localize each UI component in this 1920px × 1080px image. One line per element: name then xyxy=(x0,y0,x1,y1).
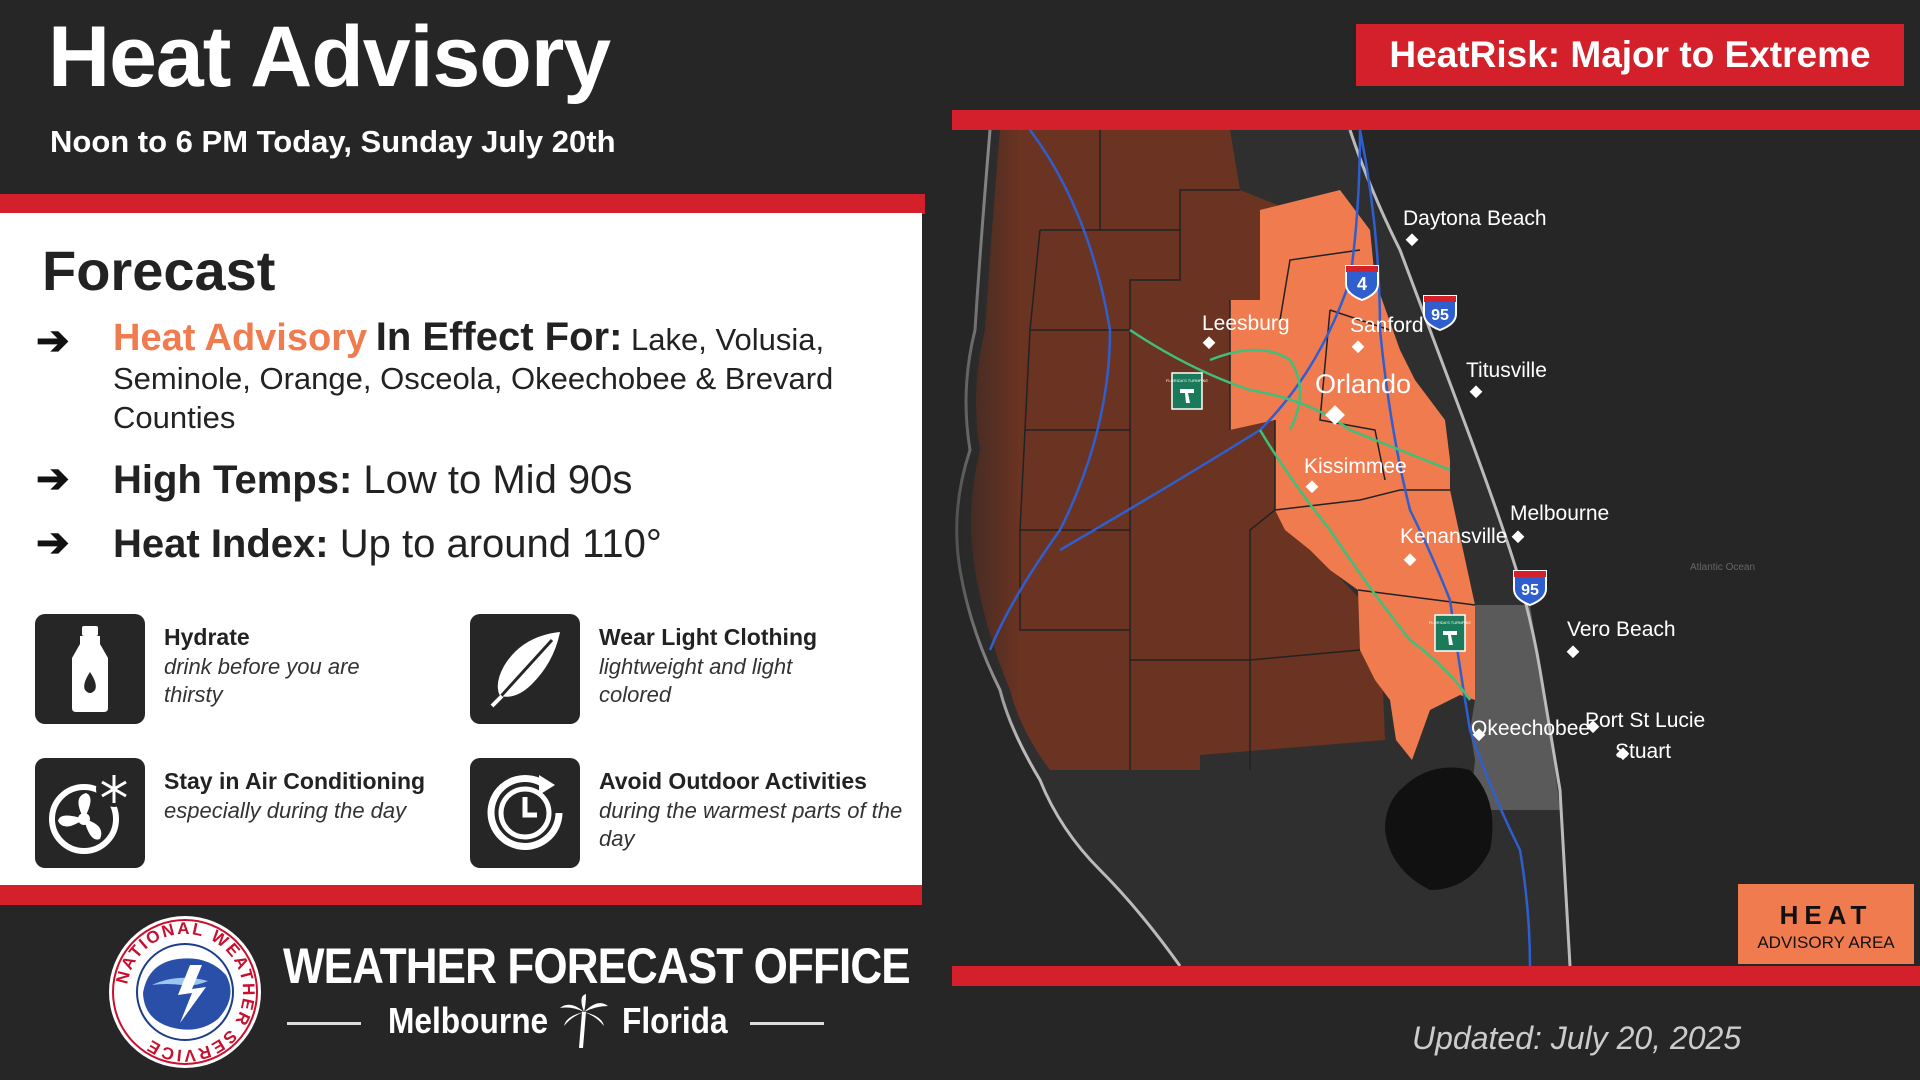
interstate-shield-i4: 4 xyxy=(1345,265,1379,302)
tip-title: Hydrate xyxy=(164,624,250,650)
advisory-label: In Effect For: xyxy=(375,315,623,359)
map-legend: HEAT ADVISORY AREA xyxy=(1738,884,1914,964)
neighbor-counties xyxy=(971,130,1385,770)
advisory-counties: Lake, Volusia, Seminole, Orange, Osceola… xyxy=(113,322,834,435)
tip-title: Wear Light Clothing xyxy=(599,624,818,650)
city-label-melbourne: Melbourne xyxy=(1510,502,1609,525)
interstate-shield-i95: 95 xyxy=(1513,570,1547,607)
red-divider-bottom xyxy=(0,885,922,905)
city-label-orlando: Orlando xyxy=(1315,369,1411,399)
city-label-daytona-beach: Daytona Beach xyxy=(1403,207,1547,230)
tip-desc: lightweight and light colored xyxy=(599,654,793,707)
forecast-heading: Forecast xyxy=(42,239,276,302)
temps-label: High Temps: xyxy=(113,458,353,502)
turnpike-shield: FLORIDA'S TURNPIKE xyxy=(1166,372,1208,410)
city-label-kissimmee: Kissimmee xyxy=(1304,455,1407,478)
i95-label: 95 xyxy=(1521,582,1539,599)
i4-label: 4 xyxy=(1357,274,1367,294)
city-label-port-st-lucie: Port St Lucie xyxy=(1585,709,1705,732)
legend-line1: HEAT xyxy=(1779,900,1873,930)
turnpike-shield: FLORIDA'S TURNPIKE xyxy=(1429,614,1471,652)
tip-desc: especially during the day xyxy=(164,798,407,823)
arrow-icon: ➔ xyxy=(36,457,70,501)
map-divider-bottom xyxy=(952,966,1920,986)
svg-text:FLORIDA'S TURNPIKE: FLORIDA'S TURNPIKE xyxy=(1166,378,1208,383)
tip-desc: drink before you are thirsty xyxy=(164,654,360,707)
arrow-icon: ➔ xyxy=(36,319,70,363)
tip-title: Stay in Air Conditioning xyxy=(164,768,426,794)
palm-tree-icon xyxy=(558,994,610,1053)
tip-desc: during the warmest parts of the day xyxy=(599,798,903,851)
city-label-leesburg: Leesburg xyxy=(1202,312,1290,335)
advisory-time: Noon to 6 PM Today, Sunday July 20th xyxy=(50,124,616,159)
temps-value: Low to Mid 90s xyxy=(363,458,633,502)
i95-label: 95 xyxy=(1431,307,1449,324)
nws-logo: NATIONAL WEATHER SERVICE xyxy=(108,915,262,1069)
tip-title: Avoid Outdoor Activities xyxy=(599,768,867,794)
index-label: Heat Index: xyxy=(113,522,329,566)
feather-icon xyxy=(470,614,580,724)
divider-line xyxy=(287,1022,361,1025)
city-label-sanford: Sanford xyxy=(1350,314,1424,337)
interstate-shield-i95: 95 xyxy=(1423,295,1457,332)
city-label-stuart: Stuart xyxy=(1615,740,1671,763)
water-bottle-icon xyxy=(35,614,145,724)
clock-icon xyxy=(470,758,580,868)
fan-snowflake-icon xyxy=(35,758,145,868)
office-city: Melbourne xyxy=(388,1000,549,1041)
highways xyxy=(988,130,1532,966)
florida-map: 4 95 95 FLORIDA'S TURNPIKE FLORIDA'S TUR… xyxy=(930,130,1920,966)
coastline xyxy=(1348,130,1572,966)
office-state: Florida xyxy=(622,1000,728,1041)
city-label-vero-beach: Vero Beach xyxy=(1567,618,1676,641)
county-borders xyxy=(1019,130,1476,770)
svg-text:FLORIDA'S TURNPIKE: FLORIDA'S TURNPIKE xyxy=(1429,620,1471,625)
city-label-okeechobee: Okeechobee xyxy=(1471,717,1590,740)
divider-line xyxy=(750,1022,824,1025)
advisory-highlight: Heat Advisory xyxy=(113,317,368,359)
map-divider-top xyxy=(952,110,1920,130)
office-title: WEATHER FORECAST OFFICE xyxy=(283,938,911,994)
legend-line2: ADVISORY AREA xyxy=(1757,933,1895,952)
heatrisk-badge: HeatRisk: Major to Extreme xyxy=(1356,24,1904,86)
arrow-icon: ➔ xyxy=(36,521,70,565)
red-divider-top xyxy=(0,194,925,214)
ocean-label: Atlantic Ocean xyxy=(1690,562,1755,573)
updated-date: Updated: July 20, 2025 xyxy=(1412,1020,1742,1056)
city-label-kenansville: Kenansville xyxy=(1400,525,1507,548)
advisory-counties-area xyxy=(1230,190,1475,760)
city-label-titusville: Titusville xyxy=(1466,359,1547,382)
lake-okeechobee xyxy=(1385,767,1493,890)
page-title: Heat Advisory xyxy=(48,9,611,105)
forecast-panel xyxy=(0,213,922,887)
index-value: Up to around 110° xyxy=(339,522,662,566)
